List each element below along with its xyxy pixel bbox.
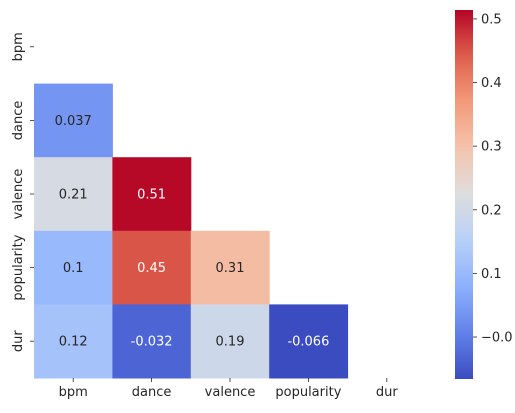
x-tick-label: bpm: [59, 385, 88, 400]
heatmap-cell-popularity-valence: [190, 230, 270, 305]
heatmap-cell-dur-popularity: [269, 304, 349, 379]
heatmap-cell-dance-bpm: [34, 83, 113, 158]
heatmap-cell-valence-dance: [112, 157, 192, 232]
colorbar-tick-label: 0.5: [481, 12, 502, 27]
x-tick-label: popularity: [275, 385, 341, 400]
x-tick-label: valence: [205, 385, 256, 400]
heatmap-cells: [34, 83, 349, 379]
cell-value-label: 0.12: [59, 335, 88, 350]
heatmap-cell-dur-dance: [112, 304, 192, 379]
heatmap-cell-dur-valence: [190, 304, 270, 379]
colorbar: −0.0 0.1 0.2 0.3 0.4 0.5: [455, 10, 513, 379]
cell-value-label: 0.19: [216, 335, 245, 350]
cell-value-label: 0.31: [216, 261, 245, 276]
cell-value-label: 0.45: [137, 261, 166, 276]
cell-value-label: 0.51: [137, 188, 166, 203]
colorbar-tick-label: 0.2: [481, 203, 502, 218]
cell-value-label: 0.037: [55, 114, 92, 129]
cell-value-label: -0.066: [287, 335, 329, 350]
y-tick-label: bpm: [11, 32, 26, 61]
cell-value-label: 0.21: [59, 188, 88, 203]
colorbar-tick-label: 0.3: [481, 140, 502, 155]
heatmap-cell-valence-bpm: [34, 157, 113, 232]
y-tick-label: popularity: [11, 234, 26, 300]
y-tick-label: dur: [11, 330, 26, 352]
y-axis: bpm dance valence popularity dur: [11, 32, 34, 352]
heatmap-cell-popularity-dance: [112, 230, 192, 305]
x-tick-label: dance: [132, 385, 172, 400]
y-tick-label: dance: [11, 101, 26, 141]
colorbar-tick-label: −0.0: [481, 331, 513, 346]
colorbar-tick-label: 0.1: [481, 267, 502, 282]
heatmap-cell-popularity-bpm: [34, 230, 113, 305]
colorbar-gradient: [455, 10, 473, 379]
colorbar-tick-label: 0.4: [481, 76, 502, 91]
heatmap-cell-dur-bpm: [34, 304, 113, 379]
cell-annotations: 0.037 0.21 0.51 0.1 0.45 0.31 0.12 -0.032 0.19 -0…: [55, 114, 330, 350]
x-axis: bpm dance valence popularity dur: [59, 378, 398, 400]
y-tick-label: valence: [11, 169, 26, 220]
cell-value-label: 0.1: [63, 261, 84, 276]
x-tick-label: dur: [376, 385, 398, 400]
cell-value-label: -0.032: [131, 335, 173, 350]
